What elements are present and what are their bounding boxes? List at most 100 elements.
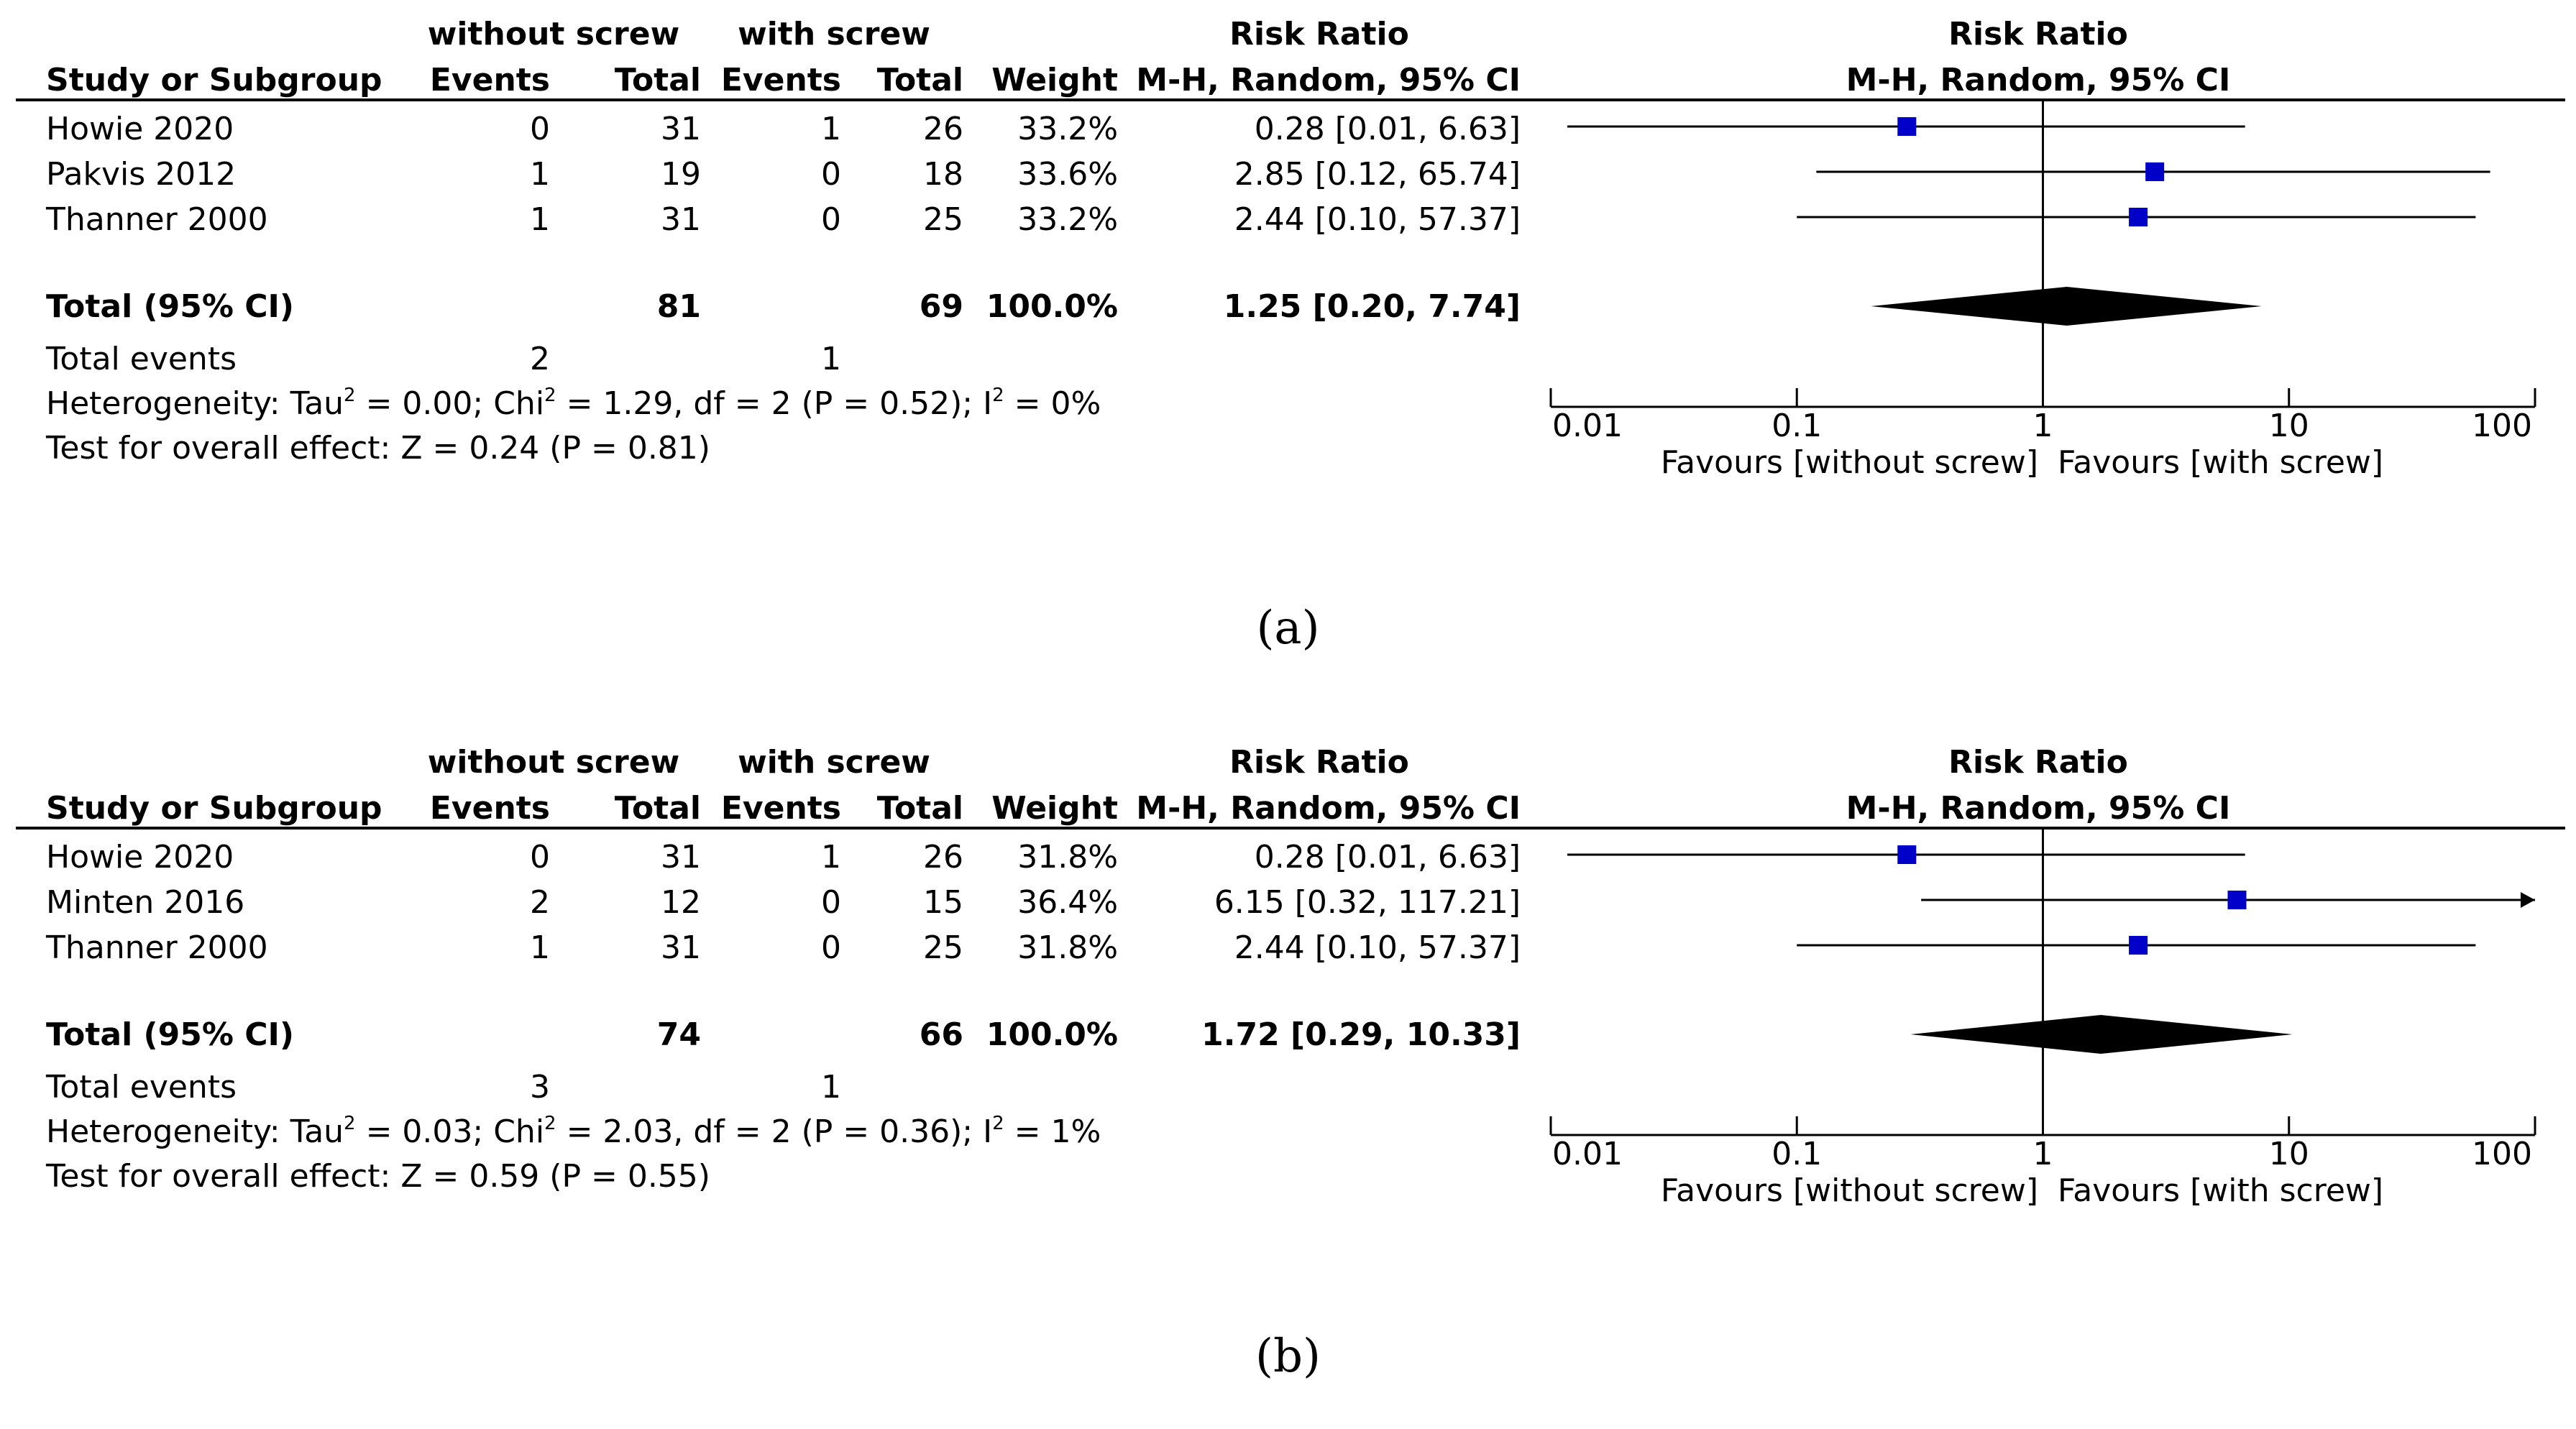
study-ci: 6.15 [0.32, 117.21] [1214,884,1521,921]
study-ci: 0.28 [0.01, 6.63] [1254,111,1521,147]
study-total2: 26 [923,839,963,876]
total-ci-value: 1.72 [0.29, 10.33] [1201,1016,1521,1053]
panel-caption: (a) [1256,602,1320,655]
rr-title-header: Risk Ratio [1229,16,1409,52]
x-tick-label: 0.1 [1771,408,1822,444]
plot-title-header: Risk Ratio [1948,16,2128,52]
study-total1: 31 [661,111,701,147]
study-point-marker [2129,936,2148,955]
favours-left-label: Favours [without screw] [1660,1172,2038,1209]
study-ci: 0.28 [0.01, 6.63] [1254,839,1521,876]
weight-column-header: Weight [991,62,1118,98]
total2-value: 66 [919,1016,963,1053]
total1-column-header: Total [614,790,701,827]
header-rule [16,98,2565,101]
study-name: Minten 2016 [46,884,245,921]
overall-effect-text: Test for overall effect: Z = 0.24 (P = 0… [46,430,710,467]
group2-header: with screw [738,16,930,52]
study-total2: 15 [923,884,963,921]
study-events2: 0 [821,201,841,238]
header-rule [16,827,2565,830]
plot-method-header: M-H, Random, 95% CI [1846,790,2231,827]
study-events1: 1 [530,201,550,238]
total-ci-value: 1.25 [0.20, 7.74] [1223,288,1521,325]
study-ci: 2.85 [0.12, 65.74] [1234,156,1521,193]
study-events1: 1 [530,156,550,193]
study-weight: 33.6% [1017,156,1118,193]
study-name: Thanner 2000 [46,201,268,238]
total1-value: 74 [656,1016,701,1053]
favours-left-label: Favours [without screw] [1660,444,2038,481]
study-events2: 0 [821,884,841,921]
favours-right-label: Favours [with screw] [2058,1172,2384,1209]
total-weight-value: 100.0% [986,1016,1118,1053]
rr-method-header: M-H, Random, 95% CI [1136,62,1521,98]
study-name: Thanner 2000 [46,929,268,966]
x-tick-label: 0.01 [1552,408,1623,444]
study-total2: 18 [923,156,963,193]
study-column-header: Study or Subgroup [46,790,382,827]
study-point-marker [2129,208,2148,226]
study-events2: 0 [821,929,841,966]
events2-column-header: Events [720,790,841,827]
plot-method-header: M-H, Random, 95% CI [1846,62,2231,98]
ci-arrow-marker [2521,892,2535,908]
total-events1-value: 2 [530,341,550,377]
rr-title-header: Risk Ratio [1229,744,1409,781]
study-name: Pakvis 2012 [46,156,237,193]
panel-caption: (b) [1255,1330,1321,1383]
x-tick-label: 1 [2033,408,2053,444]
rr-method-header: M-H, Random, 95% CI [1136,790,1521,827]
x-tick-label: 10 [2269,1136,2309,1172]
study-total1: 31 [661,201,701,238]
study-total2: 26 [923,111,963,147]
total-label: Total (95% CI) [46,288,295,325]
study-total2: 25 [923,929,963,966]
events1-column-header: Events [429,62,550,98]
study-weight: 31.8% [1017,929,1118,966]
events2-column-header: Events [720,62,841,98]
total-label: Total (95% CI) [46,1016,295,1053]
study-ci: 2.44 [0.10, 57.37] [1234,201,1521,238]
study-total1: 31 [661,929,701,966]
pooled-effect-diamond [1910,1015,2293,1054]
plot-title-header: Risk Ratio [1948,744,2128,781]
study-weight: 31.8% [1017,839,1118,876]
study-total1: 12 [661,884,701,921]
total-events2-value: 1 [821,1069,841,1106]
study-events1: 2 [530,884,550,921]
weight-column-header: Weight [991,790,1118,827]
forest-plot-panel-a: without screw with screw Risk Ratio Risk… [0,0,2576,701]
forest-plot-area: 0.01 0.1 1 10 100 [1549,101,2536,444]
study-events2: 0 [821,156,841,193]
study-events1: 1 [530,929,550,966]
group2-header: with screw [738,744,930,781]
x-tick-label: 100 [2472,408,2532,444]
x-tick-label: 10 [2269,408,2309,444]
events1-column-header: Events [429,790,550,827]
total1-value: 81 [656,288,701,325]
study-point-marker [1897,845,1917,864]
x-tick-label: 0.01 [1552,1136,1623,1172]
group1-header: without screw [427,16,680,52]
total2-column-header: Total [876,790,963,827]
total2-value: 69 [919,288,963,325]
study-weight: 33.2% [1017,111,1118,147]
study-weight: 33.2% [1017,201,1118,238]
forest-plot-panel-b: without screw with screw Risk Ratio Risk… [0,728,2576,1429]
study-total2: 25 [923,201,963,238]
study-weight: 36.4% [1017,884,1118,921]
study-point-marker [2145,162,2165,181]
total-events2-value: 1 [821,341,841,377]
heterogeneity-text: Heterogeneity: Tau2 = 0.00; Chi2 = 1.29,… [46,385,1101,422]
x-tick-label: 100 [2472,1136,2532,1172]
total-events1-value: 3 [530,1069,550,1106]
forest-plot-area: 0.01 0.1 1 10 100 [1549,829,2536,1172]
total-events-label: Total events [46,341,237,377]
study-ci: 2.44 [0.10, 57.37] [1234,929,1521,966]
study-column-header: Study or Subgroup [46,62,382,98]
total-weight-value: 100.0% [986,288,1118,325]
group1-header: without screw [427,744,680,781]
study-events1: 0 [530,839,550,876]
study-point-marker [2227,891,2247,909]
